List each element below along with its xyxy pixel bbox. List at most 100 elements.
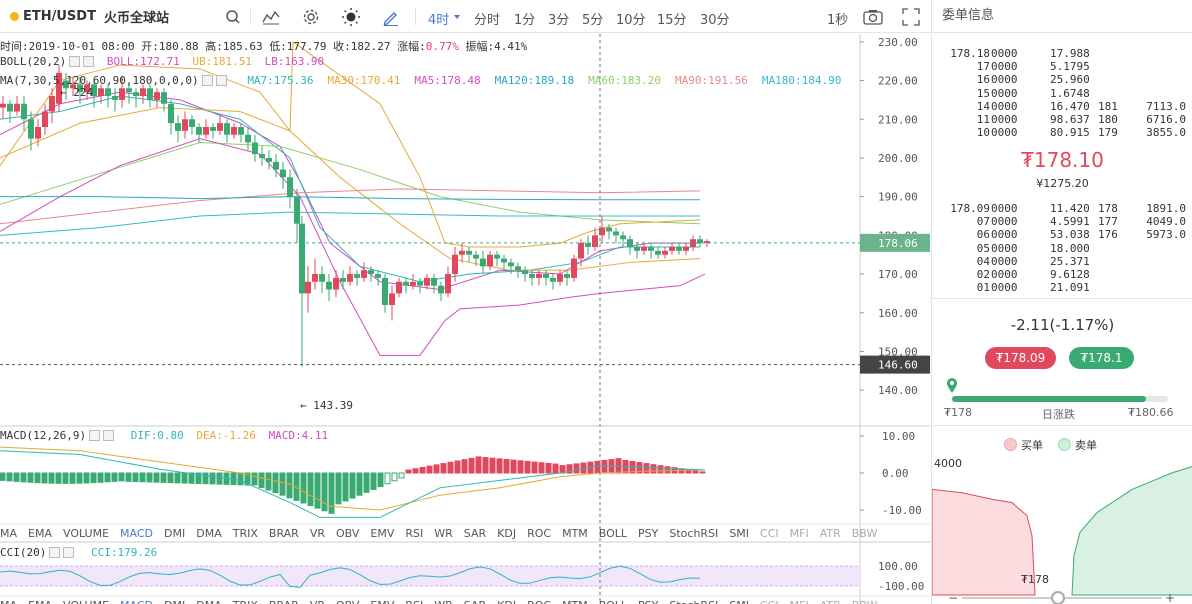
indicator-tab[interactable]: RSI [405, 527, 424, 540]
indicator-icon[interactable] [256, 0, 286, 33]
indicator-settings-icon[interactable] [89, 429, 101, 441]
indicator-tab[interactable]: DMI [164, 527, 186, 540]
indicator-tab[interactable]: StochRSI [669, 527, 719, 540]
indicator-tab[interactable]: TRIX [232, 527, 258, 540]
bid-row[interactable]: 01 0000 21.091 [942, 281, 1192, 294]
ask-row[interactable]: 11 0000 98.637 180 6716.0 [942, 113, 1192, 126]
indicator-tab[interactable]: EMA [28, 599, 52, 604]
kline-chart[interactable]: 230.00220.00210.00200.00190.00180.00170.… [0, 34, 930, 604]
legend-buy[interactable]: 买单 [1004, 437, 1043, 453]
indicator-tab[interactable]: EMV [370, 599, 394, 604]
indicator-tab[interactable]: SAR [463, 527, 487, 540]
indicator-tab[interactable]: ATR [820, 599, 841, 604]
indicator-tab[interactable]: MA [0, 527, 18, 540]
theme-icon[interactable] [336, 0, 366, 33]
indicator-tab[interactable]: TRIX [233, 599, 258, 604]
indicator-tab[interactable]: VOLUME [62, 527, 110, 540]
indicator-settings-icon[interactable] [201, 74, 213, 86]
indicator-close-icon[interactable] [63, 546, 75, 558]
settings-icon[interactable] [296, 0, 326, 33]
timeframe-3m[interactable]: 3分 [548, 13, 570, 28]
indicator-tab[interactable]: RSI [405, 599, 423, 604]
indicator-tab[interactable]: MTM [562, 599, 588, 604]
zoom-in-button[interactable]: + [1165, 591, 1175, 604]
indicator-tab[interactable]: EMA [28, 527, 52, 540]
indicator-tab[interactable]: MA [0, 599, 17, 604]
indicator-tab[interactable]: WR [434, 527, 453, 540]
timeframe-30m[interactable]: 30分 [700, 13, 730, 28]
indicator-tab[interactable]: OBV [336, 599, 359, 604]
indicator-tab[interactable]: SAR [464, 599, 486, 604]
indicator-tab[interactable]: MTM [562, 527, 588, 540]
zoom-knob[interactable] [1051, 591, 1065, 604]
indicator-tab[interactable]: PSY [638, 599, 658, 604]
ask-price-button[interactable]: ₮178.1 [1069, 347, 1134, 369]
indicator-tab[interactable]: DMA [196, 599, 222, 604]
timeframe-line[interactable]: 分时 [474, 13, 501, 28]
indicator-tab[interactable]: SMI [729, 527, 750, 540]
bid-row[interactable]: 05 0000 18.000 [942, 242, 1192, 255]
timeframe-4h[interactable]: 4时 [428, 13, 450, 28]
indicator-tab[interactable]: CCI [760, 599, 779, 604]
indicator-tab[interactable]: KDJ [497, 599, 516, 604]
timeframe-5m[interactable]: 5分 [582, 13, 604, 28]
ask-row[interactable]: 17 0000 5.1795 [942, 60, 1192, 73]
bid-row[interactable]: 04 0000 25.371 [942, 255, 1192, 268]
indicator-tab[interactable]: MACD [120, 527, 154, 540]
indicator-tab[interactable]: BRAR [268, 527, 299, 540]
indicator-close-icon[interactable] [215, 74, 227, 86]
indicator-tab[interactable]: VOLUME [63, 599, 109, 604]
bid-price-button[interactable]: ₮178.09 [985, 347, 1056, 369]
timeframe-10m[interactable]: 10分 [616, 13, 646, 28]
indicator-tab[interactable]: MFI [789, 527, 809, 540]
indicator-tab[interactable]: OBV [336, 527, 360, 540]
indicator-tab[interactable]: BOLL [599, 599, 627, 604]
camera-icon[interactable] [858, 0, 888, 33]
indicator-tab[interactable]: DMA [196, 527, 222, 540]
indicator-tab[interactable]: KDJ [497, 527, 517, 540]
indicator-tab[interactable]: BBW [851, 527, 878, 540]
indicator-tab[interactable]: ROC [527, 527, 552, 540]
zoom-out-button[interactable]: − [948, 591, 958, 604]
indicator-tab[interactable]: EMV [370, 527, 395, 540]
fullscreen-icon[interactable] [896, 0, 926, 33]
bid-row[interactable]: 178.09 0000 11.420 178 1891.0 [942, 202, 1192, 215]
ask-row[interactable]: 16 0000 25.960 [942, 73, 1192, 86]
symbol-pair[interactable]: ETH/USDT [23, 8, 96, 24]
ask-row[interactable]: 178.18 0000 17.988 [942, 47, 1192, 60]
ask-row[interactable]: 15 0000 1.6748 [942, 87, 1192, 100]
draw-icon[interactable] [376, 0, 406, 33]
refresh-interval[interactable]: 1秒 [827, 13, 849, 28]
bid-row[interactable]: 02 0000 9.6128 [942, 268, 1192, 281]
indicator-close-icon[interactable] [103, 429, 115, 441]
chevron-down-icon[interactable] [454, 15, 460, 19]
indicator-settings-icon[interactable] [49, 546, 61, 558]
indicator-tab[interactable]: BOLL [598, 527, 628, 540]
bid-row[interactable]: 06 0000 53.038 176 5973.0 [942, 228, 1192, 241]
indicator-tab[interactable]: ROC [527, 599, 551, 604]
indicator-settings-icon[interactable] [69, 55, 81, 67]
indicator-close-icon[interactable] [83, 55, 95, 67]
chart-canvas[interactable]: 230.00220.00210.00200.00190.00180.00170.… [0, 34, 930, 604]
indicator-tab[interactable]: PSY [638, 527, 659, 540]
indicator-tab[interactable]: CCI [760, 527, 779, 540]
indicator-tab[interactable]: MFI [790, 599, 809, 604]
indicator-tab[interactable]: VR [310, 599, 325, 604]
depth-chart[interactable]: 4000300020001000₮178−+ [932, 455, 1192, 604]
indicator-tab[interactable]: StochRSI [669, 599, 718, 604]
timeframe-1m[interactable]: 1分 [514, 13, 536, 28]
indicator-tab[interactable]: SMI [729, 599, 749, 604]
indicator-tab[interactable]: ATR [819, 527, 841, 540]
indicator-tab[interactable]: VR [309, 527, 325, 540]
indicator-tab[interactable]: WR [434, 599, 453, 604]
indicator-tab[interactable]: BRAR [269, 599, 299, 604]
ask-row[interactable]: 14 0000 16.470 181 7113.0 [942, 100, 1192, 113]
timeframe-15m[interactable]: 15分 [657, 13, 687, 28]
indicator-tab[interactable]: BBW [852, 599, 878, 604]
ask-row[interactable]: 10 0000 80.915 179 3855.0 [942, 126, 1192, 139]
search-icon[interactable] [218, 0, 248, 33]
legend-sell[interactable]: 卖单 [1058, 437, 1097, 453]
bid-row[interactable]: 07 0000 4.5991 177 4049.0 [942, 215, 1192, 228]
indicator-tab[interactable]: DMI [164, 599, 185, 604]
indicator-tab[interactable]: MACD [120, 599, 153, 604]
